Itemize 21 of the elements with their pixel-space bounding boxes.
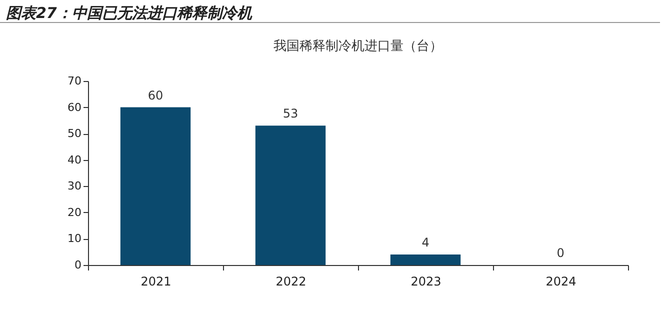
x-tick-label: 2021 <box>140 274 172 288</box>
chart-subtitle: 我国稀释制冷机进口量（台） <box>274 39 442 54</box>
y-tick-label: 60 <box>68 100 82 114</box>
y-tick-label: 10 <box>68 232 82 246</box>
bar <box>120 107 191 265</box>
y-tick-label: 20 <box>68 206 82 219</box>
y-tick-label: 50 <box>68 127 82 140</box>
x-tick-label: 2024 <box>546 274 576 288</box>
data-label: 60 <box>148 88 164 102</box>
data-label: 53 <box>282 106 298 121</box>
bar <box>390 254 461 265</box>
y-tick-label: 40 <box>68 153 82 166</box>
chart-title: 图表27：中国已无法进口稀释制冷机 <box>0 0 660 23</box>
y-tick-label: 0 <box>74 258 82 272</box>
data-label: 4 <box>422 235 430 250</box>
y-tick-label: 70 <box>68 74 82 88</box>
bar <box>255 126 326 265</box>
y-tick-label: 30 <box>68 180 82 193</box>
data-label: 0 <box>556 246 564 260</box>
x-tick-label: 2022 <box>276 274 306 288</box>
x-tick-label: 2023 <box>410 274 442 288</box>
